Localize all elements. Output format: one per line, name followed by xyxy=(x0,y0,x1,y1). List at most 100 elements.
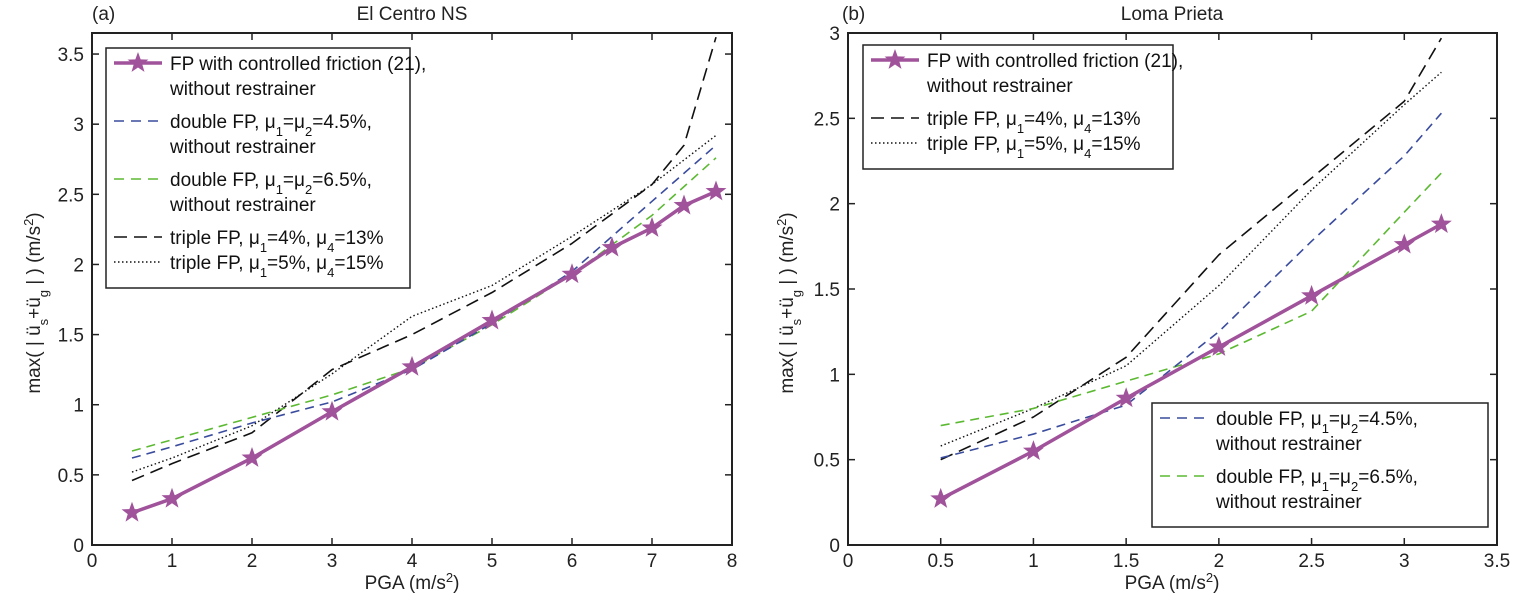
panel-b-series xyxy=(930,37,1452,508)
legend-frame xyxy=(1151,402,1489,528)
panel-b-legend: FP with controlled friction (21), without… xyxy=(862,44,1489,528)
y-tick-label: 2 xyxy=(73,255,84,276)
y-tick-label: 0.5 xyxy=(58,466,84,487)
x-tick-label: 0.5 xyxy=(928,551,954,572)
panel-a-el-centro: (a) El Centro NS 0 1 2 3 4 5 6 7 8 0 0.5 1 1.5 2 2.5 3… xyxy=(21,4,738,594)
legend-star-marker xyxy=(884,49,906,69)
y-tick-label: 0.5 xyxy=(814,451,840,472)
x-tick-label: 6 xyxy=(567,551,578,572)
svg-text:max( | üs+üg | ) (m/s2): max( | üs+üg | ) (m/s2) xyxy=(774,212,804,393)
panel-b-x-axis-label: PGA (m/s2) xyxy=(1125,570,1220,595)
data-point-star xyxy=(241,447,263,467)
legend-label: double FP, μ1=μ2=4.5%, xyxy=(170,112,372,139)
legend-entry-fp-controlled: FP with controlled friction (21), without… xyxy=(114,52,426,100)
y-tick-label: 2 xyxy=(829,195,840,216)
y-tick-label: 1.5 xyxy=(58,326,84,347)
legend-entry-double-45: double FP, μ1=μ2=4.5%,without restrainer xyxy=(114,112,372,158)
y-tick-label: 1 xyxy=(73,396,84,417)
data-point-star xyxy=(601,236,623,257)
x-tick-label: 3 xyxy=(1399,551,1410,572)
data-point-star xyxy=(1115,387,1137,408)
x-tick-label: 2 xyxy=(247,551,258,572)
series-line-triple-4-13 xyxy=(131,36,717,482)
x-tick-label: 0 xyxy=(843,551,854,572)
data-point-star xyxy=(321,400,343,421)
panel-b-title: Loma Prieta xyxy=(1121,4,1224,25)
data-point-star xyxy=(1022,440,1044,461)
panel-b-y-axis-label: max( | üs+üg | ) (m/s2) xyxy=(774,212,804,393)
legend-star-marker xyxy=(127,52,149,72)
legend-entry-triple-4-13: triple FP, μ1=4%, μ4=13% xyxy=(114,228,384,255)
series-line-double-65 xyxy=(940,172,1442,427)
x-tick-label: 1 xyxy=(1028,551,1039,572)
legend-box-2: double FP, μ1=μ2=4.5%,without restrainer… xyxy=(1151,402,1489,528)
legend-label: without restrainer xyxy=(1215,434,1362,455)
legend-entry-fp-controlled: FP with controlled friction (21), without… xyxy=(871,49,1183,97)
panel-b-label: (b) xyxy=(842,4,865,25)
x-tick-label: 0 xyxy=(87,551,98,572)
legend-label: triple FP, μ1=5%, μ4=15% xyxy=(927,134,1141,161)
legend-frame xyxy=(862,44,1174,170)
panel-a-title: El Centro NS xyxy=(357,4,468,25)
series-line-double-45 xyxy=(940,112,1442,459)
data-point-star xyxy=(705,180,727,201)
panel-a-legend: FP with controlled friction (21), without… xyxy=(105,47,426,289)
legend-label: FP with controlled friction (21), xyxy=(927,51,1183,72)
x-tick-label: 1.5 xyxy=(1113,551,1139,572)
panel-a-x-axis-label: PGA (m/s2) xyxy=(365,570,460,595)
y-tick-label: 1.5 xyxy=(814,280,840,301)
legend-label: triple FP, μ1=4%, μ4=13% xyxy=(170,228,384,255)
data-point-star xyxy=(1430,213,1452,234)
data-point-star xyxy=(121,501,143,522)
data-point-star xyxy=(561,263,583,284)
data-point-star xyxy=(1301,284,1323,305)
panel-a-y-axis-label: max( | üs+üg | ) (m/s2) xyxy=(21,212,51,393)
legend-label: double FP, μ1=μ2=4.5%, xyxy=(1216,409,1418,436)
legend-label: FP with controlled friction (21), xyxy=(170,54,426,75)
svg-text:max( | üs+üg | ) (m/s2): max( | üs+üg | ) (m/s2) xyxy=(21,212,51,393)
data-point-star xyxy=(930,487,952,508)
x-tick-label: 3.5 xyxy=(1484,551,1510,572)
panel-a-x-ticks: 0 1 2 3 4 5 6 7 8 xyxy=(87,33,738,572)
panel-a-label: (a) xyxy=(92,4,115,25)
legend-label: double FP, μ1=μ2=6.5%, xyxy=(170,170,372,197)
x-tick-label: 5 xyxy=(487,551,498,572)
legend-label: without restrainer xyxy=(926,76,1073,97)
panel-a-axes-frame xyxy=(91,32,733,546)
x-tick-label: 1 xyxy=(167,551,178,572)
panel-b-axes-frame xyxy=(847,32,1498,546)
legend-entry-triple-5-15: triple FP, μ1=5%, μ4=15% xyxy=(871,134,1141,161)
data-point-star xyxy=(673,194,695,215)
series-line-triple-4-13 xyxy=(940,37,1443,461)
panel-b-loma-prieta: (b) Loma Prieta 0 0.5 1 1.5 2 2.5 3 3.5 0 0.5 1 1.… xyxy=(774,4,1511,594)
y-tick-label: 2.5 xyxy=(814,109,840,130)
data-point-star xyxy=(641,216,663,237)
legend-entry-triple-5-15: triple FP, μ1=5%, μ4=15% xyxy=(114,253,384,280)
legend-label: triple FP, μ1=5%, μ4=15% xyxy=(170,253,384,280)
legend-entry-double-65: double FP, μ1=μ2=6.5%,without restrainer xyxy=(114,170,372,216)
legend-entry-double-45: double FP, μ1=μ2=4.5%,without restrainer xyxy=(1160,409,1418,455)
legend-label: without restrainer xyxy=(169,195,316,216)
x-tick-label: 8 xyxy=(727,551,738,572)
data-point-star xyxy=(1208,336,1230,356)
panel-b-x-ticks: 0 0.5 1 1.5 2 2.5 3 3.5 xyxy=(843,33,1510,572)
data-point-star xyxy=(1393,233,1415,254)
legend-box-1: FP with controlled friction (21), without… xyxy=(862,44,1183,170)
y-tick-label: 0 xyxy=(829,536,840,557)
legend-label: without restrainer xyxy=(169,137,316,158)
x-tick-label: 2.5 xyxy=(1298,551,1324,572)
y-tick-label: 3.5 xyxy=(58,45,84,66)
legend-label: without restrainer xyxy=(1215,492,1362,513)
data-point-star xyxy=(401,355,423,376)
legend-box-1: FP with controlled friction (21), without… xyxy=(105,47,426,289)
x-tick-label: 2 xyxy=(1214,551,1225,572)
legend-entry-triple-4-13: triple FP, μ1=4%, μ4=13% xyxy=(871,109,1141,136)
legend-label: triple FP, μ1=4%, μ4=13% xyxy=(927,109,1141,136)
x-tick-label: 3 xyxy=(327,551,338,572)
legend-frame xyxy=(105,47,411,289)
panel-a-series xyxy=(121,36,727,522)
y-tick-label: 1 xyxy=(829,365,840,386)
y-tick-label: 3 xyxy=(829,24,840,45)
data-point-star xyxy=(161,487,183,508)
